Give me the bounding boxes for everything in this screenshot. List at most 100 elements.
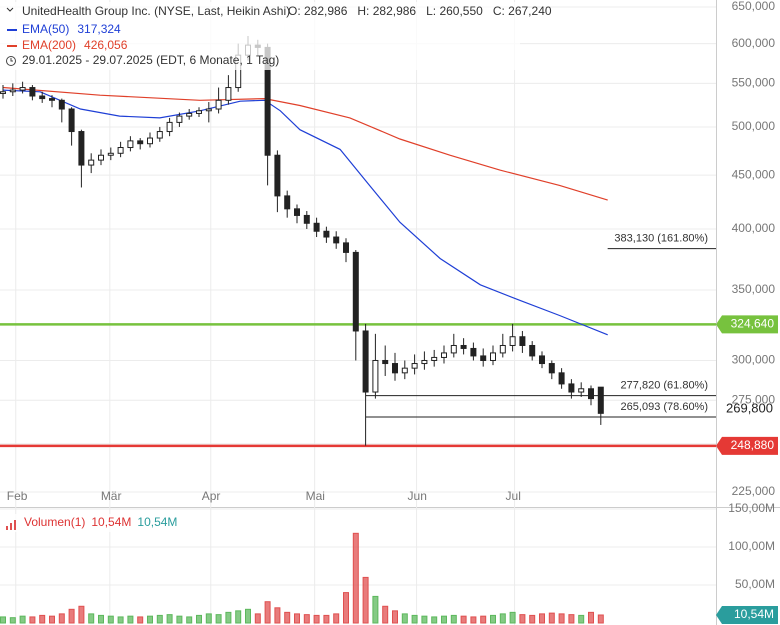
candle-body xyxy=(411,363,418,369)
candle-body xyxy=(372,359,379,393)
y-tick-label: 450,000 xyxy=(732,167,776,181)
volume-bar xyxy=(176,615,183,624)
candle-body xyxy=(382,359,389,365)
candle-body xyxy=(303,214,310,224)
candle-body xyxy=(196,110,202,114)
candle-body xyxy=(480,355,487,361)
volume-bar xyxy=(382,605,389,624)
volume-bar xyxy=(264,601,271,624)
candle-body xyxy=(352,251,359,332)
candle-body xyxy=(225,87,232,101)
volume-bar xyxy=(352,532,359,624)
candle-body xyxy=(68,108,75,133)
candle-body xyxy=(294,208,300,216)
candle-body xyxy=(49,98,55,101)
y-tick-label: 650,000 xyxy=(732,0,776,13)
ohlc-label: C: 267,240 xyxy=(493,4,552,18)
candle-body xyxy=(597,386,604,414)
legend-value: 426,056 xyxy=(84,38,128,52)
candle-body xyxy=(88,159,95,166)
volume-bar xyxy=(558,613,565,624)
x-tick-label: Jul xyxy=(506,489,521,503)
legend-bg xyxy=(0,514,170,532)
candle-body xyxy=(156,131,163,139)
candle-body xyxy=(333,236,340,244)
candle-body xyxy=(509,336,516,346)
volume-bar xyxy=(137,616,144,624)
candle-body xyxy=(137,140,144,145)
candle-body xyxy=(490,352,496,361)
candle-body xyxy=(19,87,26,91)
clock-icon xyxy=(6,56,16,66)
candle-body xyxy=(568,383,575,393)
candle-body xyxy=(186,112,193,117)
volume-bar xyxy=(480,615,487,624)
candle-body xyxy=(558,372,565,385)
volume-bar xyxy=(19,615,26,624)
volume-bar xyxy=(88,613,95,624)
volume-bar xyxy=(235,610,242,624)
candle-body xyxy=(450,344,457,354)
volume-value: 10,54M xyxy=(91,515,131,529)
volume-bar xyxy=(294,613,300,624)
volume-bar xyxy=(392,610,398,624)
candle-body xyxy=(166,121,173,133)
candle-body xyxy=(274,154,281,197)
volume-bar xyxy=(166,614,173,624)
ohlc-label: L: 260,550 xyxy=(426,4,483,18)
date-range: 29.01.2025 - 29.07.2025 (EDT, 6 Monate, … xyxy=(22,53,279,67)
legend-name: EMA(50) xyxy=(22,22,69,36)
volume-bar xyxy=(147,615,153,624)
volume-bar xyxy=(39,614,46,624)
volume-bar xyxy=(78,605,85,624)
y-tick-label: 350,000 xyxy=(732,282,776,296)
candle-body xyxy=(147,137,153,145)
volume-bar xyxy=(127,615,134,624)
y-tick-label: 600,000 xyxy=(732,36,776,50)
candle-body xyxy=(107,152,114,156)
volume-bar xyxy=(421,615,428,624)
ohlc-label: H: 282,986 xyxy=(357,4,416,18)
ohlc-label: O: 282,986 xyxy=(288,4,348,18)
legend-value: 317,324 xyxy=(77,22,121,36)
candle-body xyxy=(98,154,104,161)
legend-icon xyxy=(10,523,12,530)
volume-bar xyxy=(49,615,55,624)
candle-body xyxy=(529,344,536,357)
candle-body xyxy=(421,359,428,365)
candle-body xyxy=(117,147,124,154)
ema-line xyxy=(2,89,608,336)
candle-body xyxy=(441,352,447,358)
level-badge xyxy=(716,436,778,455)
candle-body xyxy=(127,140,134,149)
y-tick-label: 275,000 xyxy=(732,392,776,406)
volume-bar xyxy=(68,608,75,624)
volume-bar xyxy=(597,614,604,624)
fib-label: 265,093 (78.60%) xyxy=(621,401,708,413)
legend-icon xyxy=(6,526,8,530)
ema-line xyxy=(2,86,608,201)
x-tick-label: Feb xyxy=(7,489,28,503)
volume-bar xyxy=(588,611,594,624)
candle-body xyxy=(470,347,477,357)
volume-bar xyxy=(225,611,232,624)
candle-body xyxy=(519,336,526,346)
volume-bar xyxy=(284,611,291,624)
volume-bar xyxy=(509,611,516,624)
volume-value: 10,54M xyxy=(137,515,177,529)
candle-body xyxy=(78,131,85,166)
volume-bar xyxy=(0,616,6,624)
volume-bar xyxy=(431,616,438,624)
legend-name: EMA(200) xyxy=(22,38,76,52)
volume-bar xyxy=(303,614,310,624)
candle-body xyxy=(29,87,36,97)
volume-bar xyxy=(107,615,114,624)
y-tick-label: 150,00M xyxy=(728,501,775,515)
candle-body xyxy=(401,367,408,374)
volume-bar xyxy=(186,616,193,624)
volume-badge xyxy=(716,605,778,624)
fib-label: 383,130 (161.80%) xyxy=(614,233,708,245)
candle-body xyxy=(323,230,330,238)
candle-body xyxy=(284,195,291,210)
volume-bar xyxy=(29,616,36,624)
